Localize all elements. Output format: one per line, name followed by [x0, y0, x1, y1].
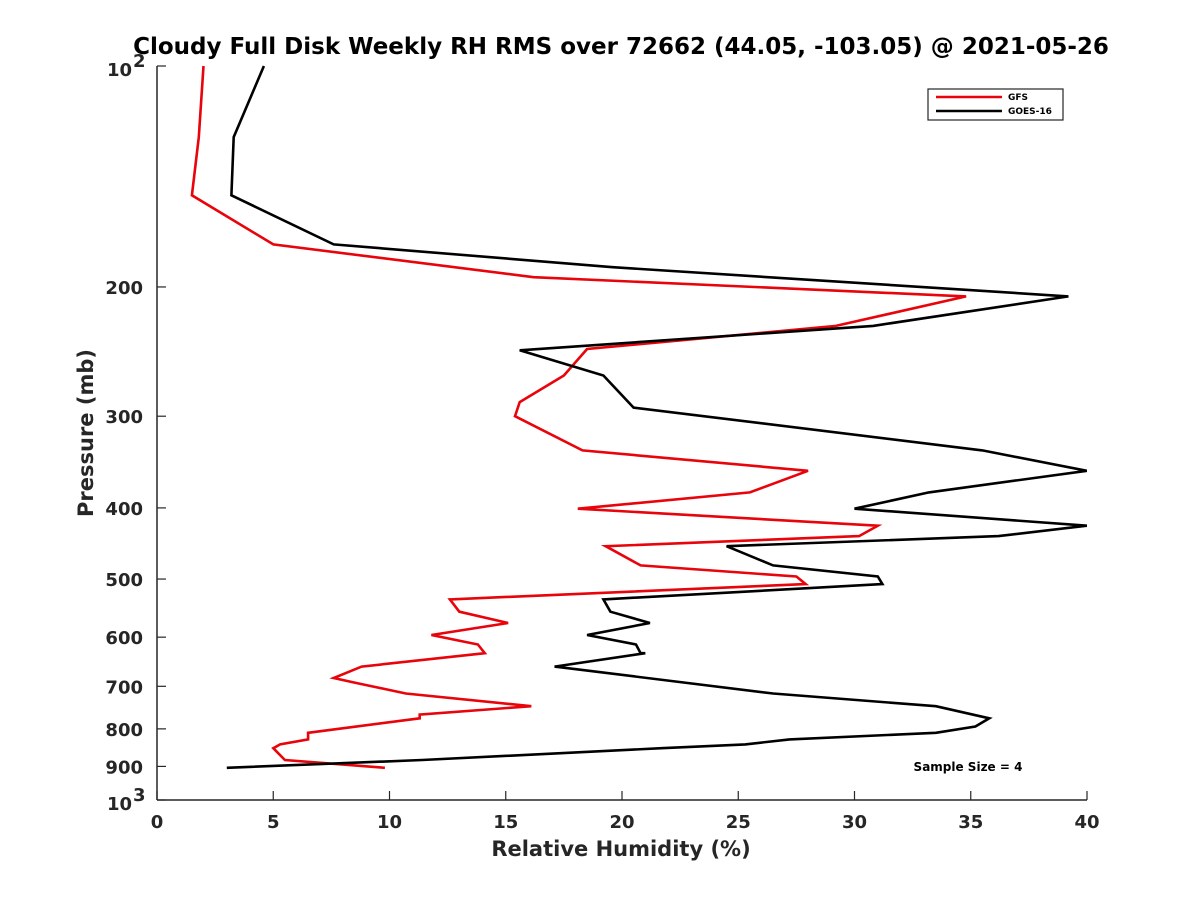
y-decade-label-base: 10 [107, 60, 132, 81]
x-tick-label: 35 [958, 812, 983, 833]
y-tick-label: 300 [105, 407, 143, 428]
y-tick-label: 900 [105, 757, 143, 778]
legend: GFS GOES-16 [927, 88, 1064, 121]
y-decade-label-exponent: 2 [133, 51, 146, 72]
x-tick-label: 25 [726, 812, 751, 833]
legend-label-goes16: GOES-16 [1008, 107, 1052, 117]
x-tick-label: 15 [493, 812, 518, 833]
x-tick-label: 5 [267, 812, 280, 833]
x-tick-label: 20 [609, 812, 634, 833]
y-decade-label-exponent: 3 [133, 785, 146, 806]
x-tick-label: 0 [151, 812, 164, 833]
sample-size-annotation: Sample Size = 4 [914, 760, 1023, 774]
y-tick-label: 500 [105, 570, 143, 591]
y-tick-label: 700 [105, 677, 143, 698]
x-tick-label: 30 [842, 812, 867, 833]
x-tick-label: 10 [377, 812, 402, 833]
lines-layer [190, 65, 1087, 770]
y-axis-label: Pressure (mb) [74, 349, 98, 517]
legend-box [927, 88, 1064, 121]
y-tick-label: 800 [105, 720, 143, 741]
y-decade-label-base: 10 [107, 794, 132, 815]
x-ticks: 0 5 10 15 20 25 30 35 40 [151, 791, 1100, 833]
y-tick-label: 400 [105, 499, 143, 520]
series-line-goes16 [226, 65, 1087, 770]
chart-title: Cloudy Full Disk Weekly RH RMS over 7266… [133, 34, 1109, 60]
x-axis-label: Relative Humidity (%) [491, 837, 750, 861]
y-tick-label: 200 [105, 278, 143, 299]
legend-label-gfs: GFS [1008, 93, 1028, 103]
y-tick-label: 600 [105, 628, 143, 649]
x-tick-label: 40 [1074, 812, 1099, 833]
